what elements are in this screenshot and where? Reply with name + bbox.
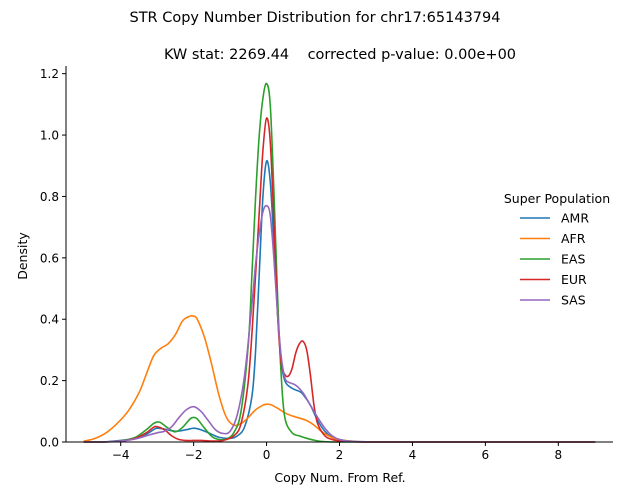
chart-title: KW stat: 2269.44 corrected p-value: 0.00… [164,47,516,63]
x-axis-ticks: −4 −2 0 2 4 6 8 [112,442,562,462]
legend: Super Population AMR AFR EAS EUR SAS [504,191,610,308]
legend-title: Super Population [504,191,610,206]
y-axis-label: Density [15,232,30,280]
legend-label-sas: SAS [561,293,586,308]
x-tick-label: 0 [263,448,271,462]
x-tick-label: 4 [409,448,417,462]
series-line-sas [83,204,596,443]
series-layer [83,82,596,443]
legend-label-amr: AMR [561,211,589,226]
x-tick-label: −4 [112,448,130,462]
y-tick-label: 0.8 [40,190,59,204]
plot-area: −4 −2 0 2 4 6 8 0.0 0.2 0.4 0.6 0.8 1.0 1.2 [40,66,613,462]
y-tick-label: 0.2 [40,374,59,388]
x-tick-label: −2 [185,448,203,462]
legend-label-eas: EAS [561,252,585,267]
y-tick-label: 0.6 [40,251,59,265]
y-tick-label: 1.2 [40,67,59,81]
x-tick-label: 6 [482,448,490,462]
series-line-eas [83,82,596,443]
x-tick-label: 2 [336,448,344,462]
x-axis-label: Copy Num. From Ref. [274,470,405,485]
y-tick-label: 0.4 [40,313,59,327]
legend-entries: AMR AFR EAS EUR SAS [520,211,589,308]
y-tick-label: 0.0 [40,436,59,450]
x-tick-label: 8 [554,448,562,462]
legend-label-afr: AFR [561,231,586,246]
legend-label-eur: EUR [561,272,587,287]
y-tick-label: 1.0 [40,129,59,143]
figure-title: STR Copy Number Distribution for chr17:6… [129,10,500,26]
y-axis-ticks: 0.0 0.2 0.4 0.6 0.8 1.0 1.2 [40,67,66,450]
